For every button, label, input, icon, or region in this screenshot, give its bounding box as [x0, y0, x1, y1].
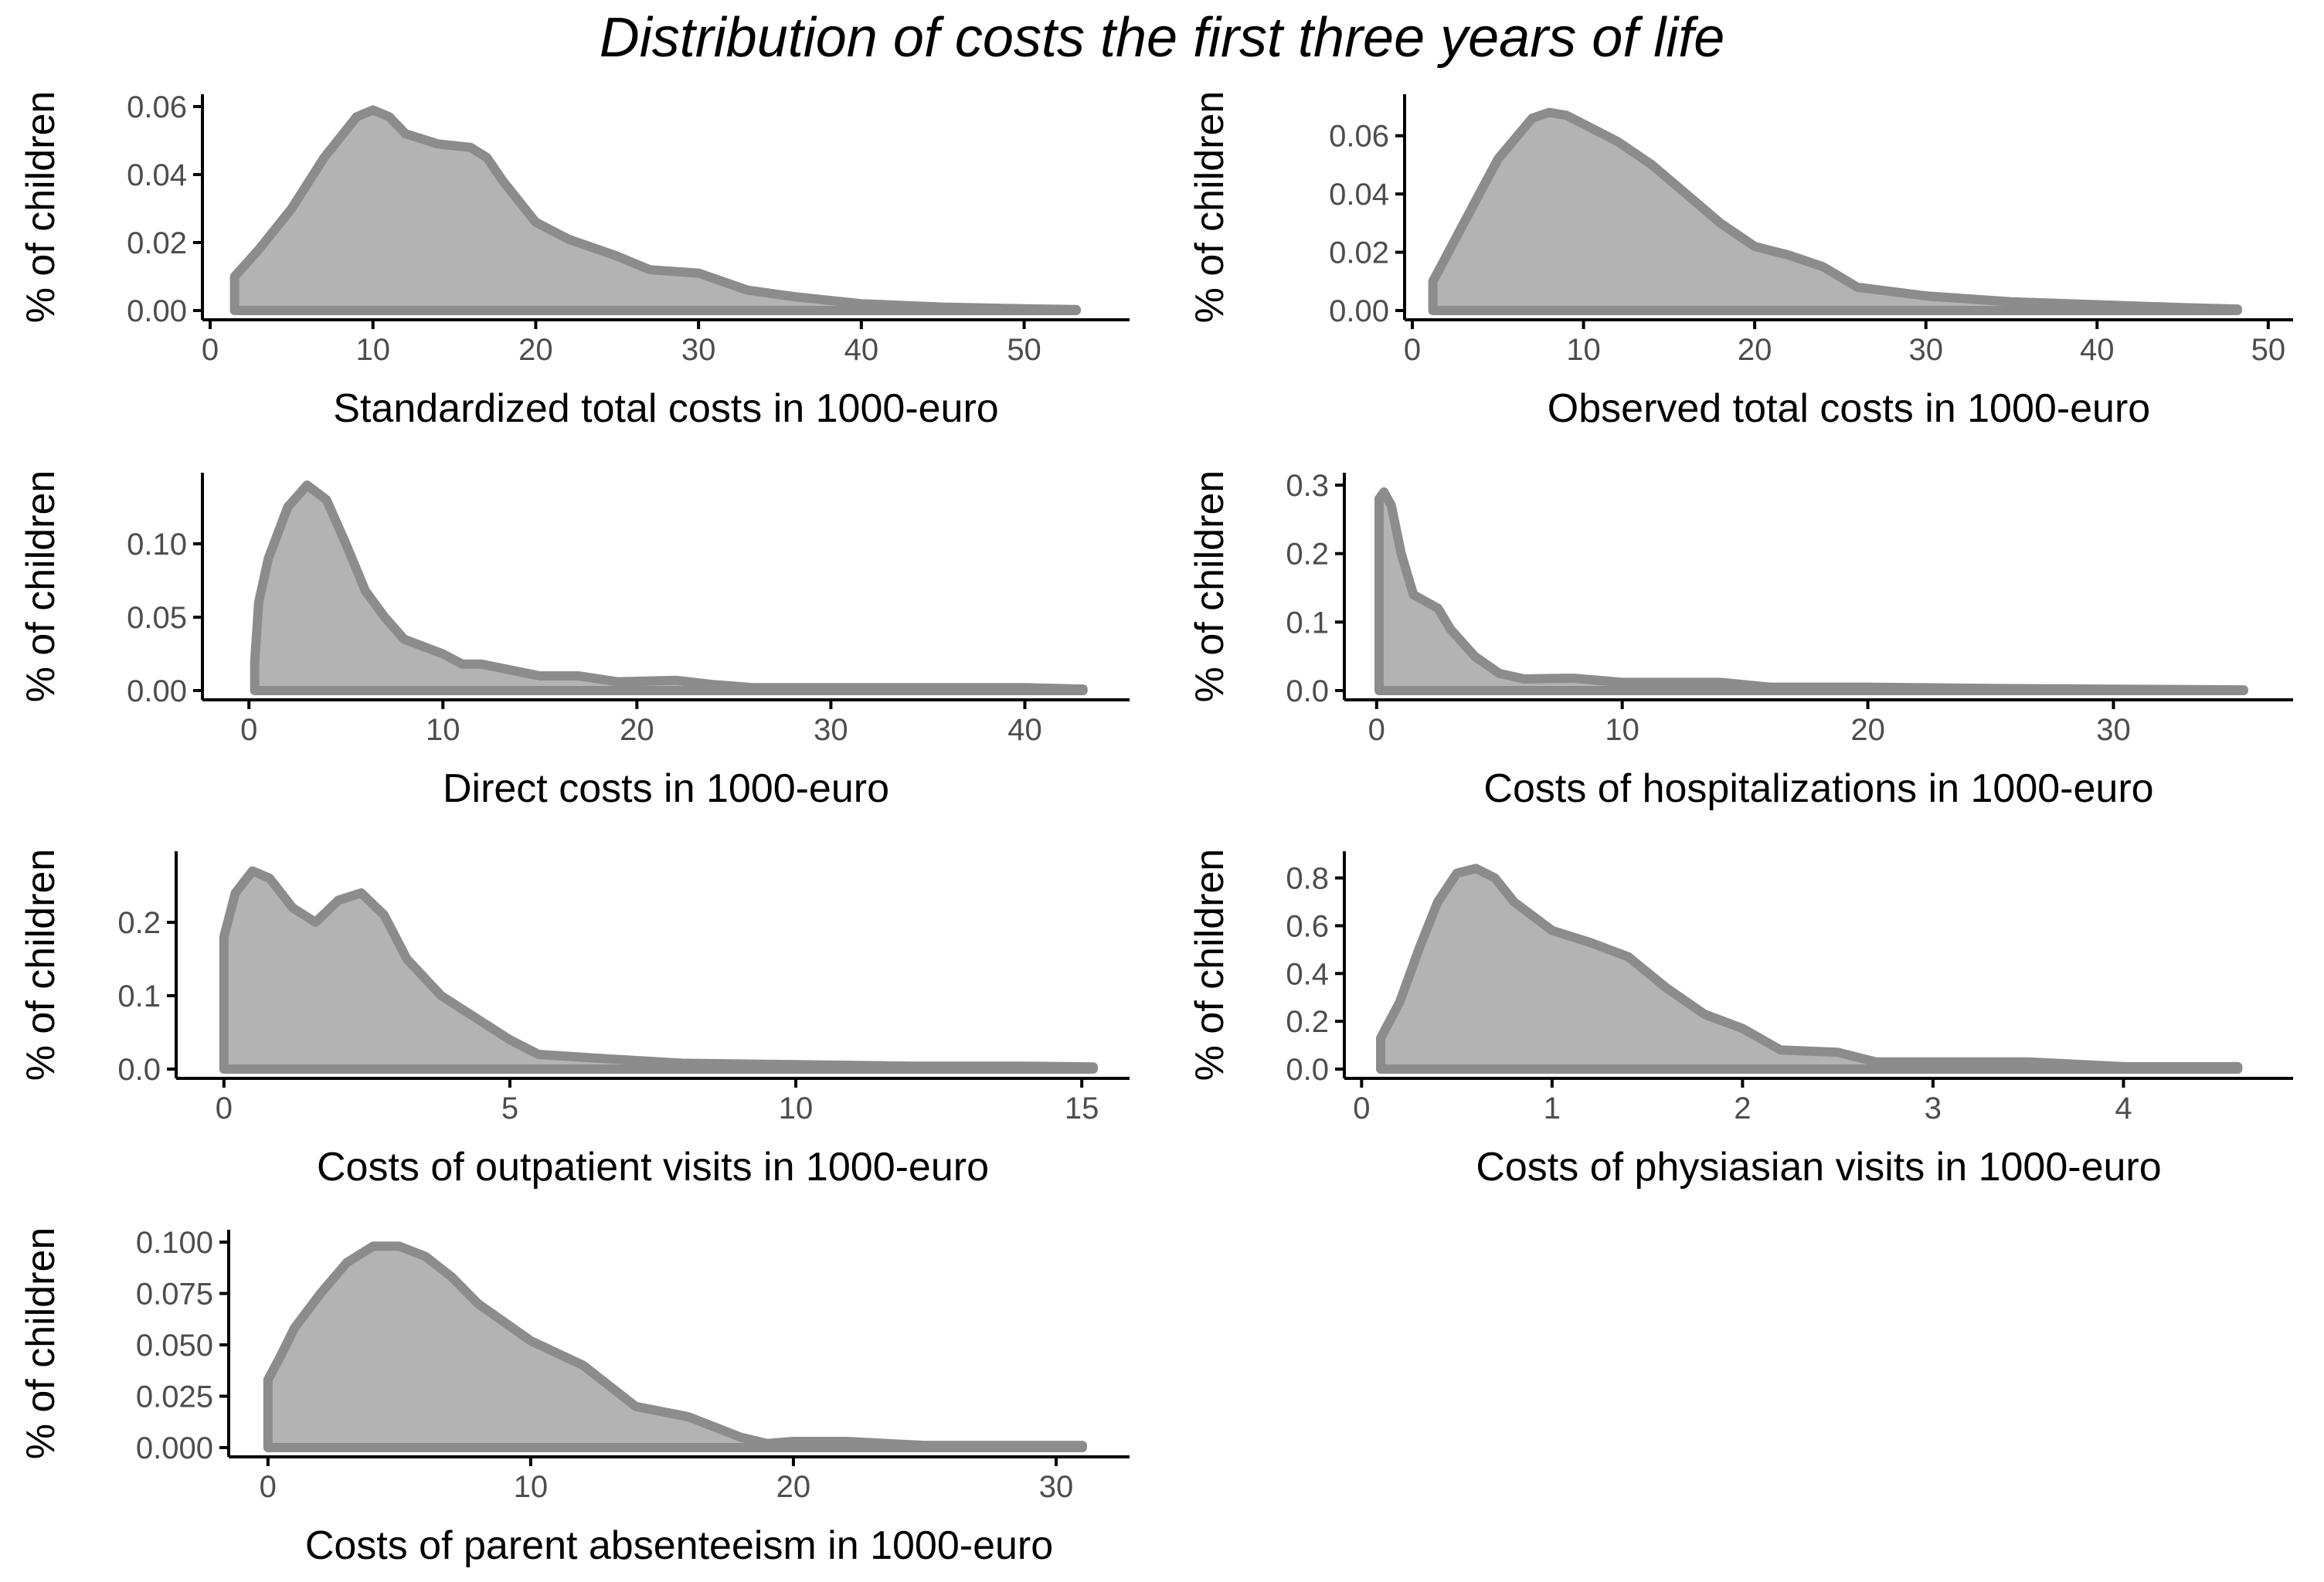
x-tick-label-3: 40	[1007, 713, 1042, 747]
y-tick-label-5: 0.0	[117, 1053, 161, 1087]
y-tick-label-1: 0.04	[127, 158, 187, 192]
y-tick-label-7: 0.025	[136, 1380, 213, 1414]
x-axis-title-4: Costs of hospitalizations in 1000-euro	[1483, 766, 2153, 811]
y-tick-label-3: 0.05	[127, 601, 187, 635]
x-tick-label-2: 50	[2251, 333, 2286, 367]
y-tick-label-7: 0.100	[136, 1226, 213, 1260]
y-axis-title-7: % of children	[19, 1227, 63, 1460]
y-tick-label-7: 0.075	[136, 1278, 213, 1312]
x-tick-label-4: 20	[1850, 713, 1885, 747]
y-tick-label-5: 0.2	[117, 906, 161, 940]
x-tick-label-4: 10	[1605, 713, 1639, 747]
x-tick-label-3: 10	[426, 713, 460, 747]
density-area-6	[1376, 864, 2243, 1074]
x-tick-label-5: 10	[779, 1091, 814, 1125]
x-tick-label-3: 30	[814, 713, 848, 747]
x-tick-label-2: 40	[2080, 333, 2115, 367]
y-tick-label-2: 0.06	[1329, 120, 1389, 154]
x-tick-label-2: 20	[1738, 333, 1772, 367]
x-axis-title-6: Costs of physiasian visits in 1000-euro	[1476, 1145, 2161, 1190]
density-area-3	[250, 480, 1088, 695]
chart-title: Distribution of costs the first three ye…	[599, 7, 1725, 69]
x-tick-label-1: 0	[202, 333, 219, 367]
density-area-7	[263, 1241, 1087, 1452]
y-tick-label-6: 0.4	[1286, 957, 1329, 991]
y-axis-title-4: % of children	[1187, 470, 1232, 703]
density-area-5	[219, 866, 1098, 1074]
x-tick-label-5: 0	[216, 1091, 233, 1125]
x-tick-label-1: 20	[518, 333, 553, 367]
x-tick-label-6: 2	[1734, 1091, 1751, 1125]
y-tick-label-4: 0.1	[1286, 606, 1329, 640]
y-tick-label-4: 0.0	[1286, 674, 1329, 708]
y-tick-label-7: 0.050	[136, 1329, 213, 1363]
y-tick-label-6: 0.8	[1286, 862, 1329, 896]
x-tick-label-1: 40	[844, 333, 879, 367]
y-tick-label-4: 0.3	[1286, 469, 1329, 503]
y-tick-label-1: 0.02	[127, 226, 187, 260]
x-tick-label-6: 3	[1925, 1091, 1942, 1125]
x-tick-label-4: 0	[1368, 713, 1385, 747]
x-tick-label-6: 1	[1544, 1091, 1561, 1125]
x-tick-label-2: 30	[1908, 333, 1943, 367]
x-tick-label-7: 10	[514, 1470, 549, 1504]
y-tick-label-6: 0.0	[1286, 1053, 1329, 1087]
y-axis-title-3: % of children	[19, 470, 63, 703]
y-tick-label-6: 0.6	[1286, 909, 1329, 943]
x-tick-label-5: 15	[1065, 1091, 1099, 1125]
x-tick-label-6: 0	[1353, 1091, 1370, 1125]
y-tick-label-2: 0.04	[1329, 178, 1389, 212]
y-tick-label-2: 0.02	[1329, 236, 1389, 270]
y-axis-title-5: % of children	[19, 849, 63, 1081]
x-axis-title-3: Direct costs in 1000-euro	[443, 766, 889, 811]
x-tick-label-1: 30	[681, 333, 716, 367]
x-tick-label-5: 5	[501, 1091, 518, 1125]
y-tick-label-3: 0.00	[127, 674, 187, 708]
x-tick-label-3: 20	[620, 713, 654, 747]
y-tick-label-5: 0.1	[117, 979, 161, 1013]
y-tick-label-1: 0.06	[127, 90, 187, 124]
x-tick-label-3: 0	[240, 713, 257, 747]
density-area-4	[1374, 487, 2248, 695]
y-tick-label-1: 0.00	[127, 294, 187, 328]
x-tick-label-6: 4	[2115, 1091, 2132, 1125]
x-axis-title-1: Standardized total costs in 1000-euro	[333, 386, 998, 431]
x-axis-title-5: Costs of outpatient visits in 1000-euro	[317, 1145, 989, 1190]
y-axis-title-1: % of children	[19, 91, 63, 324]
y-tick-label-7: 0.000	[136, 1431, 213, 1465]
x-axis-title-2: Observed total costs in 1000-euro	[1548, 386, 2150, 431]
x-tick-label-7: 0	[260, 1470, 277, 1504]
x-tick-label-7: 20	[776, 1470, 811, 1504]
y-axis-title-2: % of children	[1187, 91, 1232, 324]
x-tick-label-4: 30	[2096, 713, 2131, 747]
x-tick-label-1: 50	[1007, 333, 1041, 367]
x-tick-label-1: 10	[355, 333, 390, 367]
y-tick-label-2: 0.00	[1329, 294, 1389, 328]
y-tick-label-3: 0.10	[127, 528, 187, 562]
x-tick-label-2: 10	[1566, 333, 1601, 367]
x-tick-label-2: 0	[1404, 333, 1421, 367]
y-tick-label-4: 0.2	[1286, 538, 1329, 572]
x-axis-title-7: Costs of parent absenteeism in 1000-euro	[305, 1523, 1053, 1568]
y-axis-title-6: % of children	[1187, 849, 1232, 1081]
y-tick-label-6: 0.2	[1286, 1005, 1329, 1039]
x-tick-label-7: 30	[1039, 1470, 1074, 1504]
density-area-2	[1428, 107, 2242, 315]
density-area-1	[229, 105, 1081, 315]
